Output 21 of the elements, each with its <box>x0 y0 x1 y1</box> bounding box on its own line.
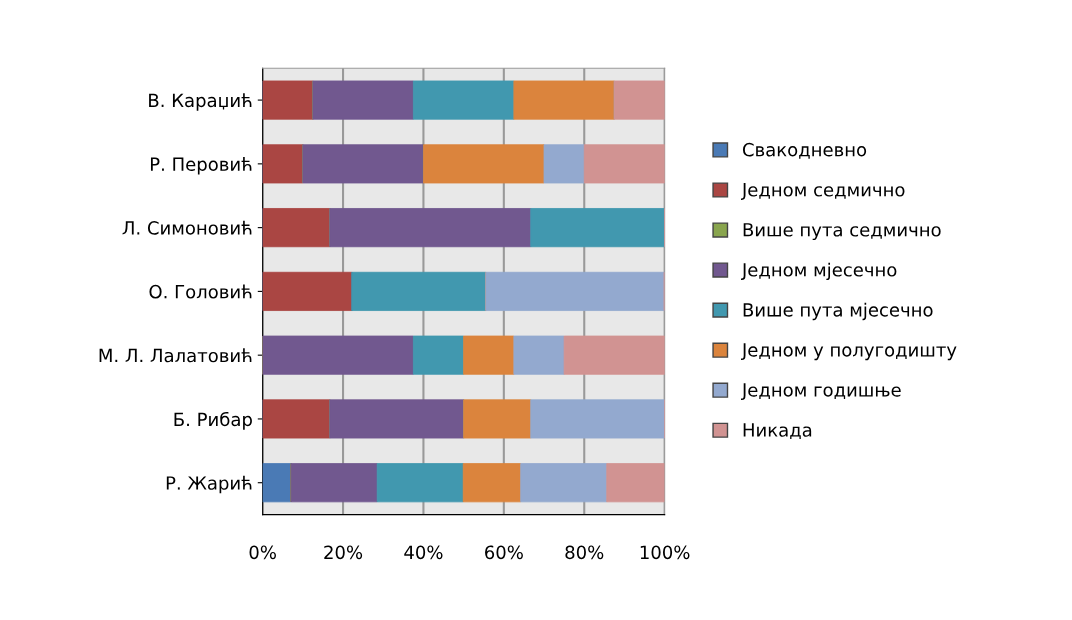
y-tick-label: О. Головић <box>149 284 252 299</box>
y-tick-label: Р. Перовић <box>150 157 252 175</box>
legend-label: Једном у полугодишту <box>741 343 957 361</box>
legend-label: Свакодневно <box>742 142 867 159</box>
legend-label: Никада <box>743 423 812 440</box>
x-tick-label: 40% <box>404 545 443 560</box>
legend-label: Једном годишње <box>741 383 901 401</box>
y-tick-label: Б. Рибар <box>174 411 252 430</box>
x-tick-label: 20% <box>324 545 363 560</box>
x-tick-label: 0% <box>249 545 276 560</box>
y-tick-label: Р. Жарић <box>166 475 252 494</box>
y-tick-label: М. Л. Лалатовић <box>99 348 252 363</box>
y-tick-label: В. Караџић <box>149 93 252 111</box>
legend-label: Више пута мјесечно <box>743 302 933 321</box>
legend-label: Више пута седмично <box>743 223 941 241</box>
legend-label: Једном мјесечно <box>741 262 897 281</box>
legend-label: Једном седмично <box>741 183 905 200</box>
x-tick-label: 60% <box>485 545 523 560</box>
x-tick-label: 100% <box>640 545 690 560</box>
y-tick-label: Л. Симоновић <box>122 220 252 235</box>
x-tick-label: 80% <box>565 545 604 560</box>
